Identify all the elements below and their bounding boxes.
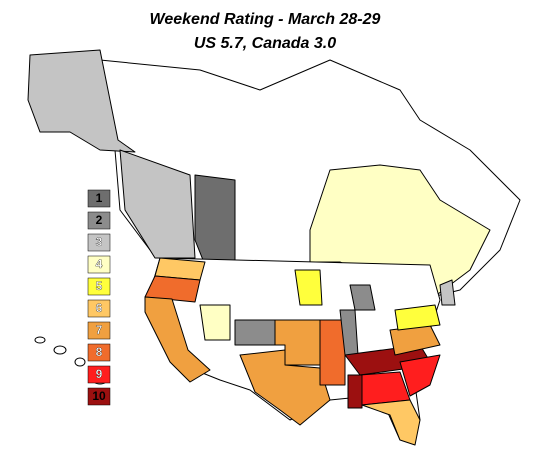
legend-swatch xyxy=(87,299,111,318)
legend-swatch xyxy=(87,277,111,296)
state xyxy=(394,304,441,331)
legend-swatch xyxy=(87,387,111,406)
legend-label: 9 xyxy=(96,367,103,381)
legend-swatch xyxy=(87,343,111,362)
state xyxy=(349,284,376,311)
title: Weekend Rating - March 28-29 xyxy=(150,11,381,28)
island xyxy=(74,357,86,367)
subtitle: US 5.7, Canada 3.0 xyxy=(194,35,336,52)
legend-swatch xyxy=(87,255,111,274)
alaska xyxy=(27,49,136,153)
island xyxy=(34,336,46,344)
province xyxy=(194,174,236,266)
legend-swatch xyxy=(87,233,111,252)
state xyxy=(319,319,346,386)
legend-swatch xyxy=(87,189,111,208)
legend-label: 10 xyxy=(92,389,106,403)
map xyxy=(27,49,521,446)
state xyxy=(361,399,421,446)
state xyxy=(239,349,331,426)
state xyxy=(144,275,201,303)
state xyxy=(439,279,456,306)
state xyxy=(199,304,231,341)
legend-label: 1 xyxy=(96,191,103,205)
state xyxy=(144,296,211,383)
legend-swatch xyxy=(87,211,111,230)
state xyxy=(399,354,441,397)
legend-swatch xyxy=(87,365,111,384)
legend-swatch xyxy=(87,321,111,340)
state xyxy=(234,319,276,346)
island xyxy=(53,345,67,355)
state xyxy=(347,374,363,409)
legend-label: 7 xyxy=(96,323,103,337)
legend-label: 3 xyxy=(96,235,103,249)
legend: 1 2 3 4 5 6 7 8 9 10 xyxy=(87,189,111,406)
legend-label: 8 xyxy=(96,345,103,359)
legend-label: 2 xyxy=(96,213,103,227)
legend-label: 5 xyxy=(96,279,103,293)
state xyxy=(294,269,323,306)
legend-label: 6 xyxy=(96,301,103,315)
legend-label: 4 xyxy=(96,257,103,271)
